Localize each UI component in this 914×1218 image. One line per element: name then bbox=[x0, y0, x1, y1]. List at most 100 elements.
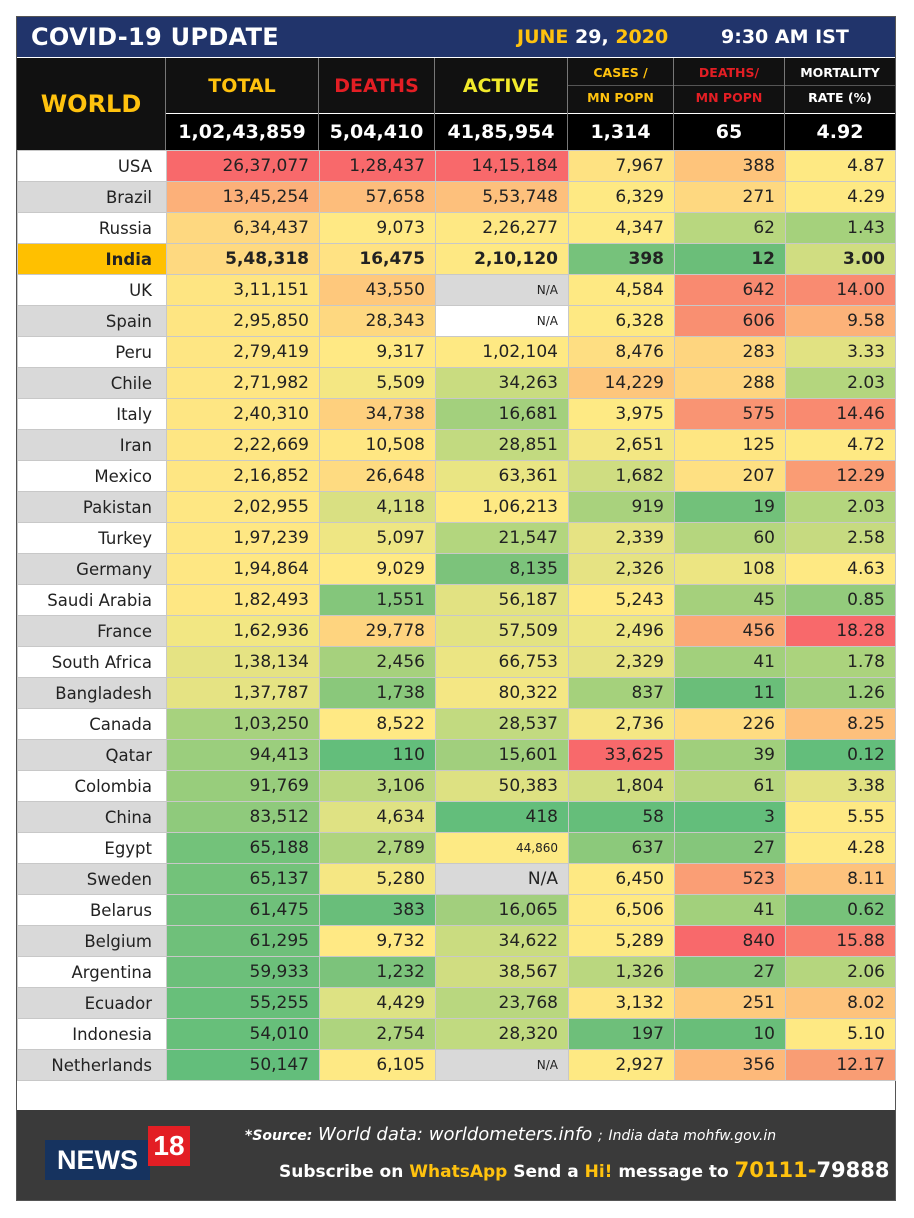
country-name: Qatar bbox=[17, 739, 167, 771]
table-row: Iran 2,22,669 10,508 28,851 2,651 125 4.72 bbox=[17, 429, 896, 461]
cell-cases-mn: 837 bbox=[568, 677, 675, 709]
cell-cases-mn: 2,927 bbox=[568, 1049, 675, 1081]
cell-active: N/A bbox=[435, 863, 569, 895]
subscribe-note: Subscribe on WhatsApp Send a Hi! message… bbox=[279, 1158, 890, 1182]
country-name: France bbox=[17, 615, 167, 647]
cell-cases-mn: 637 bbox=[568, 832, 675, 864]
cell-deaths-mn: 3 bbox=[674, 801, 786, 833]
cell-mortality: 2.06 bbox=[785, 956, 896, 988]
cell-active: 16,681 bbox=[435, 398, 569, 430]
cell-cases-mn: 3,975 bbox=[568, 398, 675, 430]
cell-deaths: 4,118 bbox=[319, 491, 436, 523]
table-row: France 1,62,936 29,778 57,509 2,496 456 18.28 bbox=[17, 615, 896, 647]
table-row: Belgium 61,295 9,732 34,622 5,289 840 15.88 bbox=[17, 925, 896, 957]
cell-deaths-mn: 60 bbox=[674, 522, 786, 554]
cell-mortality: 5.55 bbox=[785, 801, 896, 833]
cell-deaths: 1,738 bbox=[319, 677, 436, 709]
cell-active: 5,53,748 bbox=[435, 181, 569, 213]
cell-cases-mn: 398 bbox=[568, 243, 675, 275]
cell-deaths: 110 bbox=[319, 739, 436, 771]
cell-deaths-mn: 62 bbox=[674, 212, 786, 244]
country-name: Ecuador bbox=[17, 987, 167, 1019]
cell-active: N/A bbox=[435, 1049, 569, 1081]
cell-deaths: 1,28,437 bbox=[319, 150, 436, 182]
cell-deaths: 1,232 bbox=[319, 956, 436, 988]
cell-deaths-mn: 283 bbox=[674, 336, 786, 368]
cell-deaths-mn: 12 bbox=[674, 243, 786, 275]
cell-cases-mn: 58 bbox=[568, 801, 675, 833]
cell-active: 1,02,104 bbox=[435, 336, 569, 368]
country-name: Italy bbox=[17, 398, 167, 430]
country-name: Sweden bbox=[17, 863, 167, 895]
table-row: Egypt 65,188 2,789 44,860 637 27 4.28 bbox=[17, 832, 896, 864]
footer: NEWS 18 *Source: World data: worldometer… bbox=[17, 1110, 895, 1200]
country-name: Argentina bbox=[17, 956, 167, 988]
cell-cases-mn: 1,326 bbox=[568, 956, 675, 988]
cell-deaths: 9,029 bbox=[319, 553, 436, 585]
cell-cases-mn: 5,289 bbox=[568, 925, 675, 957]
cell-mortality: 2.03 bbox=[785, 367, 896, 399]
cell-active: 28,537 bbox=[435, 708, 569, 740]
cell-active: 14,15,184 bbox=[435, 150, 569, 182]
cell-deaths: 9,317 bbox=[319, 336, 436, 368]
country-name: China bbox=[17, 801, 167, 833]
cell-cases-mn: 1,682 bbox=[568, 460, 675, 492]
table-row: Netherlands 50,147 6,105 N/A 2,927 356 12.17 bbox=[17, 1049, 896, 1081]
cell-deaths: 34,738 bbox=[319, 398, 436, 430]
cell-deaths-mn: 523 bbox=[674, 863, 786, 895]
country-name: USA bbox=[17, 150, 167, 182]
cell-mortality: 4.63 bbox=[785, 553, 896, 585]
country-name: Iran bbox=[17, 429, 167, 461]
cell-deaths: 1,551 bbox=[319, 584, 436, 616]
cell-cases-mn: 2,339 bbox=[568, 522, 675, 554]
cell-cases-mn: 6,450 bbox=[568, 863, 675, 895]
cell-mortality: 1.26 bbox=[785, 677, 896, 709]
col-mortality: MORTALITY RATE (%) bbox=[785, 58, 895, 113]
cell-deaths-mn: 41 bbox=[674, 646, 786, 678]
cell-deaths: 16,475 bbox=[319, 243, 436, 275]
cell-deaths-mn: 10 bbox=[674, 1018, 786, 1050]
cell-deaths: 10,508 bbox=[319, 429, 436, 461]
cell-cases-mn: 2,329 bbox=[568, 646, 675, 678]
cell-cases-mn: 2,736 bbox=[568, 708, 675, 740]
cell-total: 1,38,134 bbox=[166, 646, 320, 678]
cell-cases-mn: 1,804 bbox=[568, 770, 675, 802]
cell-cases-mn: 197 bbox=[568, 1018, 675, 1050]
table-row: Italy 2,40,310 34,738 16,681 3,975 575 14.46 bbox=[17, 398, 896, 430]
cell-deaths-mn: 207 bbox=[674, 460, 786, 492]
country-name: Chile bbox=[17, 367, 167, 399]
table-row: Indonesia 54,010 2,754 28,320 197 10 5.10 bbox=[17, 1018, 896, 1050]
country-name: South Africa bbox=[17, 646, 167, 678]
country-name: Bangladesh bbox=[17, 677, 167, 709]
news18-logo: NEWS 18 bbox=[45, 1126, 190, 1182]
cell-active: 16,065 bbox=[435, 894, 569, 926]
col-deaths-mn: DEATHS/MN POPN bbox=[674, 58, 784, 113]
cell-total: 83,512 bbox=[166, 801, 320, 833]
cell-deaths-mn: 271 bbox=[674, 181, 786, 213]
country-name: Egypt bbox=[17, 832, 167, 864]
cell-deaths: 4,429 bbox=[319, 987, 436, 1019]
cell-total: 3,11,151 bbox=[166, 274, 320, 306]
cell-active: 66,753 bbox=[435, 646, 569, 678]
col-deaths: DEATHS bbox=[319, 58, 434, 113]
cell-mortality: 1.43 bbox=[785, 212, 896, 244]
cell-total: 50,147 bbox=[166, 1049, 320, 1081]
cell-total: 1,97,239 bbox=[166, 522, 320, 554]
table-row: South Africa 1,38,134 2,456 66,753 2,329 41 1.… bbox=[17, 646, 896, 678]
cell-total: 2,02,955 bbox=[166, 491, 320, 523]
table-row: Mexico 2,16,852 26,648 63,361 1,682 207 12.29 bbox=[17, 460, 896, 492]
cell-cases-mn: 7,967 bbox=[568, 150, 675, 182]
cell-active: N/A bbox=[435, 305, 569, 337]
cell-deaths-mn: 61 bbox=[674, 770, 786, 802]
cell-deaths-mn: 606 bbox=[674, 305, 786, 337]
cell-total: 54,010 bbox=[166, 1018, 320, 1050]
cell-deaths: 9,732 bbox=[319, 925, 436, 957]
table-row: Brazil 13,45,254 57,658 5,53,748 6,329 271 4.2… bbox=[17, 181, 896, 213]
cell-deaths-mn: 39 bbox=[674, 739, 786, 771]
cell-active: 2,26,277 bbox=[435, 212, 569, 244]
country-name: Turkey bbox=[17, 522, 167, 554]
cell-mortality: 0.85 bbox=[785, 584, 896, 616]
world-total: 1,02,43,859 bbox=[166, 114, 318, 150]
country-name: Canada bbox=[17, 708, 167, 740]
world-label: WORLD bbox=[17, 58, 165, 150]
